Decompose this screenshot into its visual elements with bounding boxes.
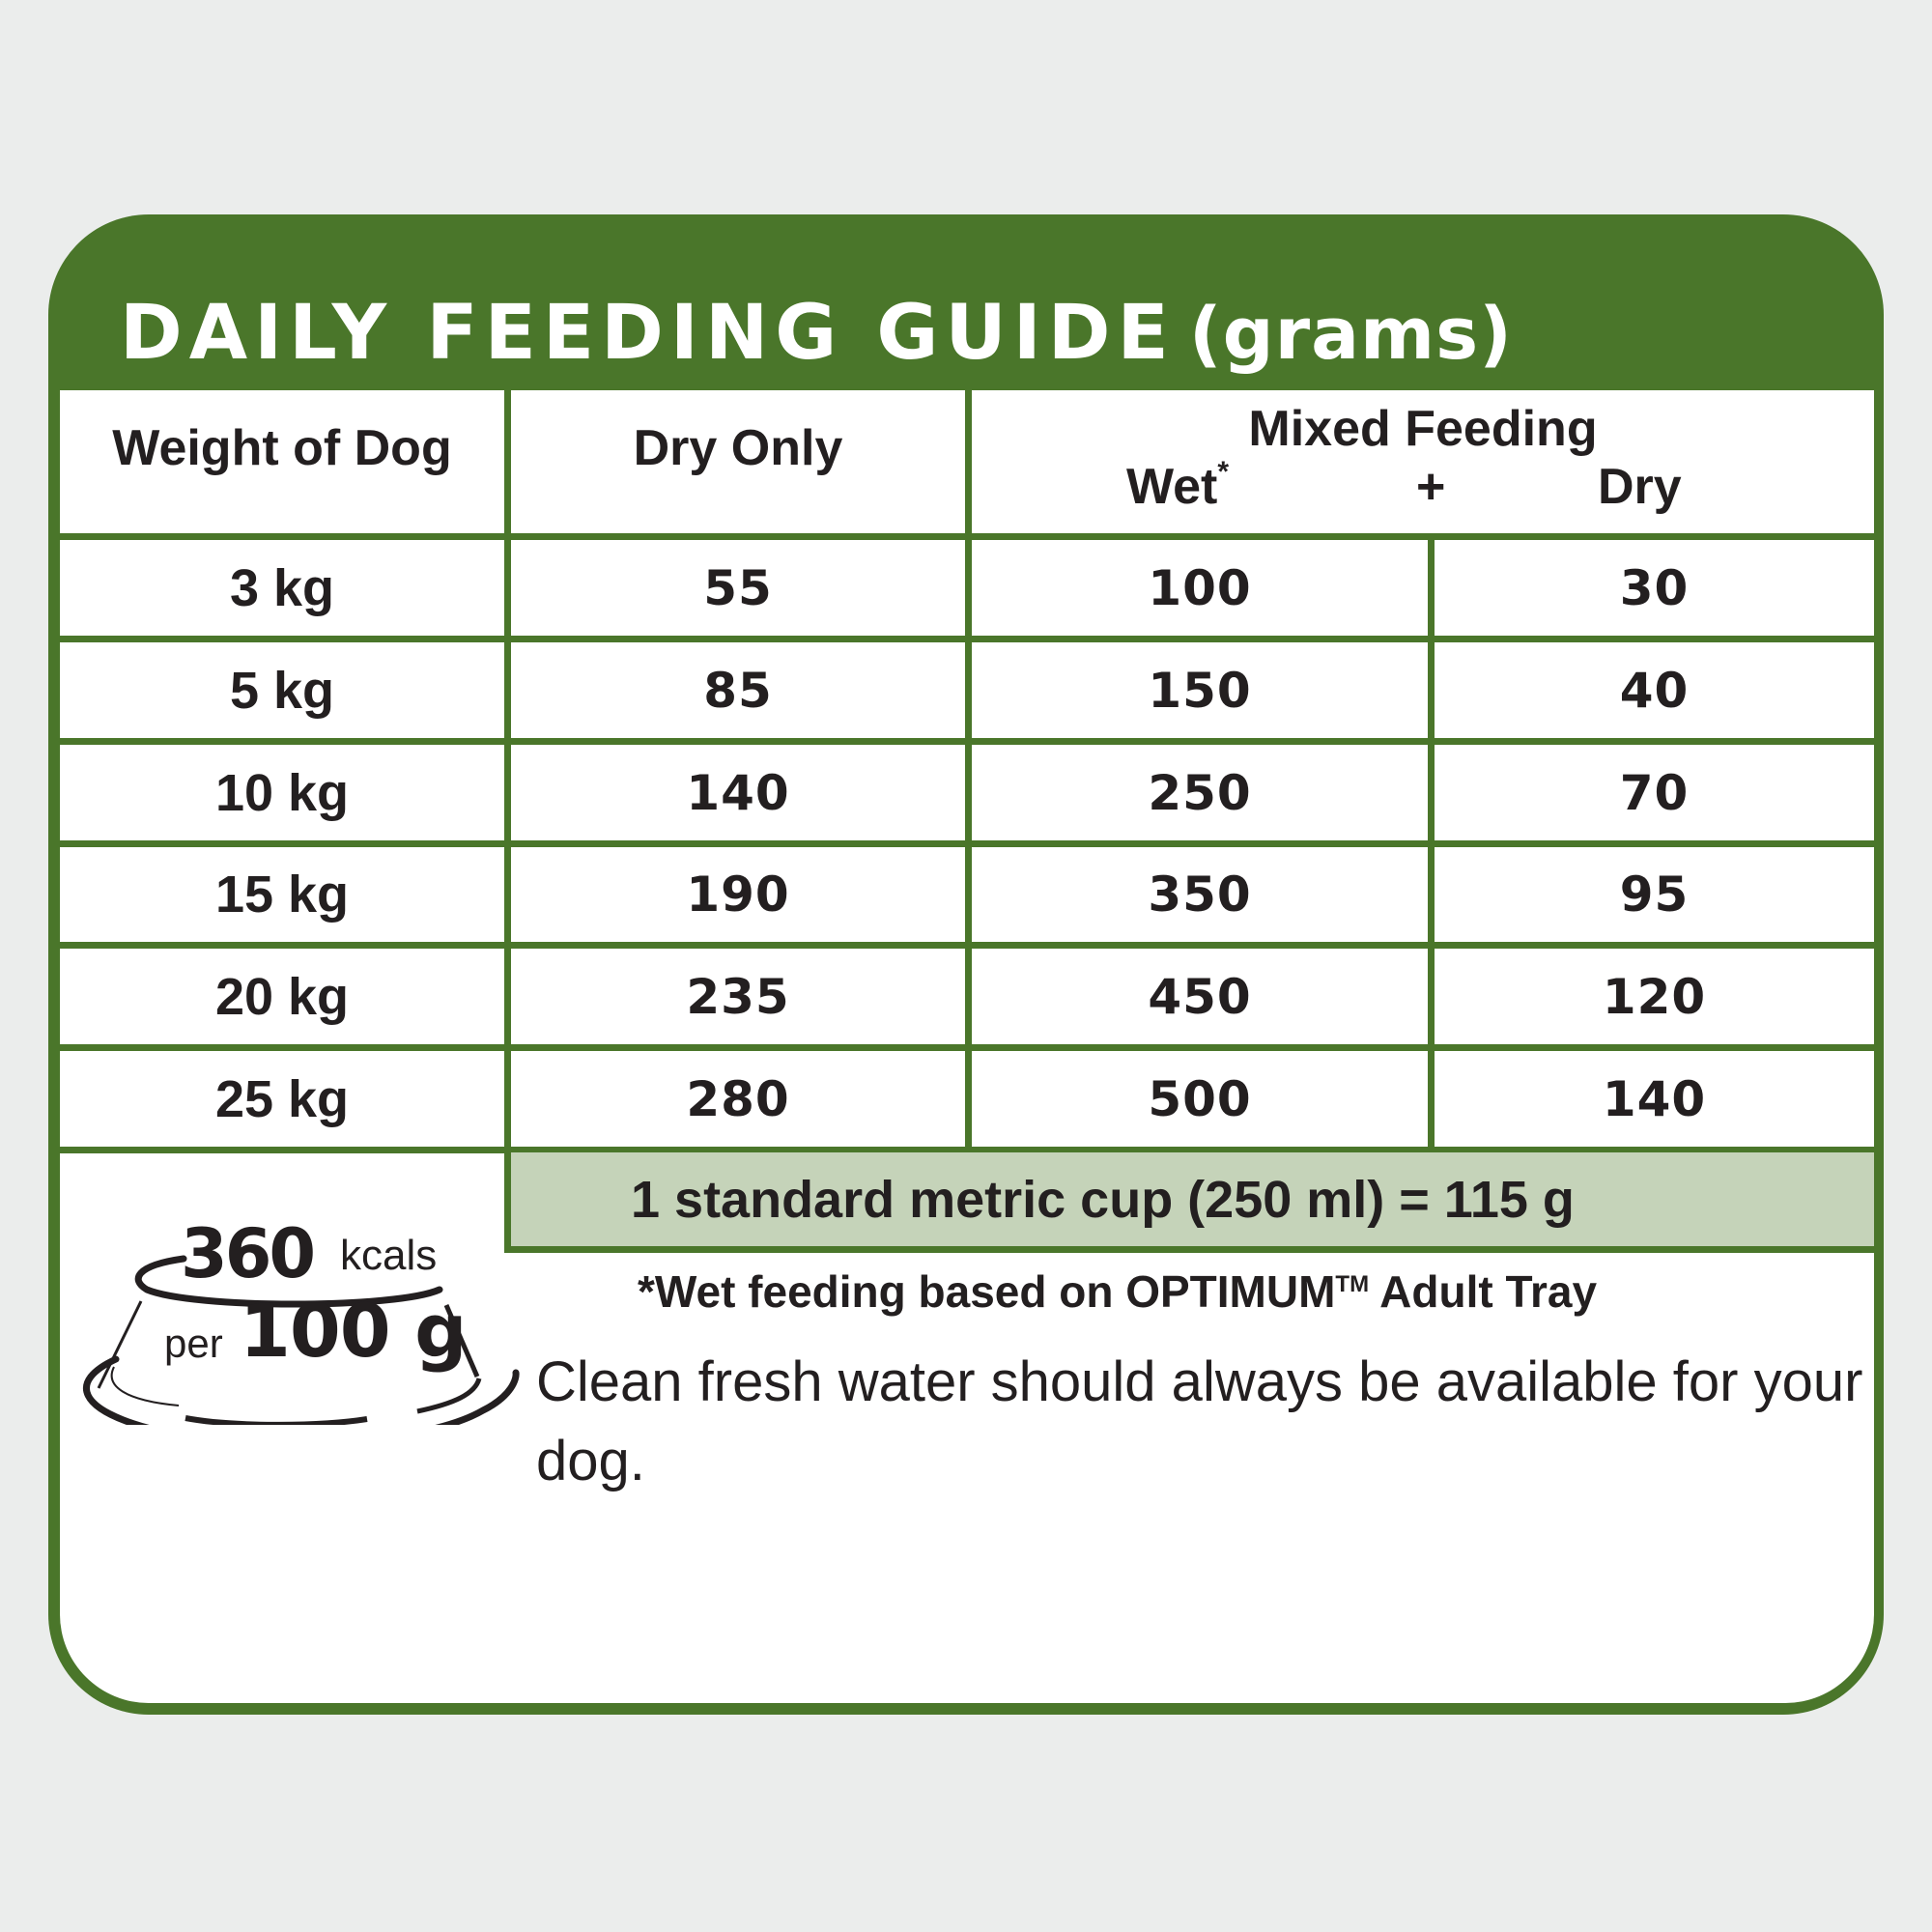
header-weight: Weight of Dog: [112, 420, 452, 476]
cell-weight: 20 kg: [214, 967, 350, 1026]
cell-dry: 140: [1602, 1070, 1707, 1127]
page-title: DAILY FEEDING GUIDE (grams): [120, 274, 1513, 390]
energy-per: per: [164, 1321, 223, 1366]
title-main: DAILY FEEDING GUIDE: [120, 290, 1176, 377]
col-divider-1: [504, 390, 511, 1253]
energy-value: 360: [181, 1214, 316, 1293]
cell-weight: 10 kg: [214, 763, 350, 822]
title-unit: (grams): [1188, 293, 1514, 376]
col-divider-2: [965, 390, 972, 1153]
cell-weight: 3 kg: [229, 558, 335, 617]
water-note: Clean fresh water should always be avail…: [536, 1350, 1863, 1492]
row-divider: [60, 1147, 1874, 1153]
cell-wet: 150: [1148, 662, 1252, 719]
cell-weight: 25 kg: [214, 1069, 350, 1128]
cup-conversion-band: 1 standard metric cup (250 ml) = 115 g: [504, 1152, 1874, 1253]
header-dry-only: Dry Only: [633, 420, 843, 476]
cell-wet: 350: [1148, 867, 1252, 923]
cell-wet: 450: [1148, 968, 1252, 1025]
cell-dry-only: 235: [686, 968, 790, 1025]
header-wet-label: Wet: [1126, 459, 1218, 515]
cell-weight: 5 kg: [229, 661, 335, 720]
cell-wet: 250: [1148, 764, 1252, 821]
energy-badge: 360 kcals per 100 g: [77, 1212, 522, 1425]
header-mixed-title: Mixed Feeding: [1248, 401, 1598, 457]
bowl-icon: [83, 1255, 520, 1425]
cell-weight: 15 kg: [214, 866, 350, 923]
header-mixed-feeding: Mixed Feeding Wet* + Dry: [972, 390, 1874, 533]
row-divider: [60, 533, 1874, 540]
trademark-mark: TM: [1335, 1271, 1370, 1297]
cell-dry-only: 55: [703, 559, 773, 616]
asterisk-mark: *: [1217, 456, 1230, 488]
cell-wet: 500: [1148, 1070, 1252, 1127]
cell-wet: 100: [1148, 559, 1252, 616]
header-plus: +: [1416, 459, 1446, 515]
row-divider: [60, 942, 1874, 949]
cell-dry-only: 280: [686, 1070, 790, 1127]
row-divider: [60, 840, 1874, 847]
cell-dry: 120: [1602, 968, 1707, 1025]
cell-dry-only: 190: [686, 867, 790, 923]
cell-dry-only: 85: [703, 662, 773, 719]
footnote-text: *Wet feeding based on OPTIMUM: [638, 1266, 1336, 1317]
footnote-suffix: Adult Tray: [1369, 1266, 1598, 1317]
row-divider: [60, 738, 1874, 745]
header-wet: Wet*: [1126, 456, 1230, 516]
cell-dry: 70: [1619, 764, 1690, 821]
energy-amount: 100 g: [240, 1288, 468, 1374]
energy-unit: kcals: [340, 1232, 438, 1279]
cell-dry-only: 140: [686, 764, 790, 821]
cell-dry: 95: [1619, 867, 1690, 923]
wet-feeding-footnote: *Wet feeding based on OPTIMUMTM Adult Tr…: [638, 1265, 1597, 1318]
cell-dry: 40: [1619, 662, 1690, 719]
row-divider: [60, 636, 1874, 642]
header-dry: Dry: [1598, 459, 1682, 515]
cup-conversion-text: 1 standard metric cup (250 ml) = 115 g: [631, 1170, 1575, 1229]
cell-dry: 30: [1619, 559, 1690, 616]
row-divider: [60, 1044, 1874, 1051]
